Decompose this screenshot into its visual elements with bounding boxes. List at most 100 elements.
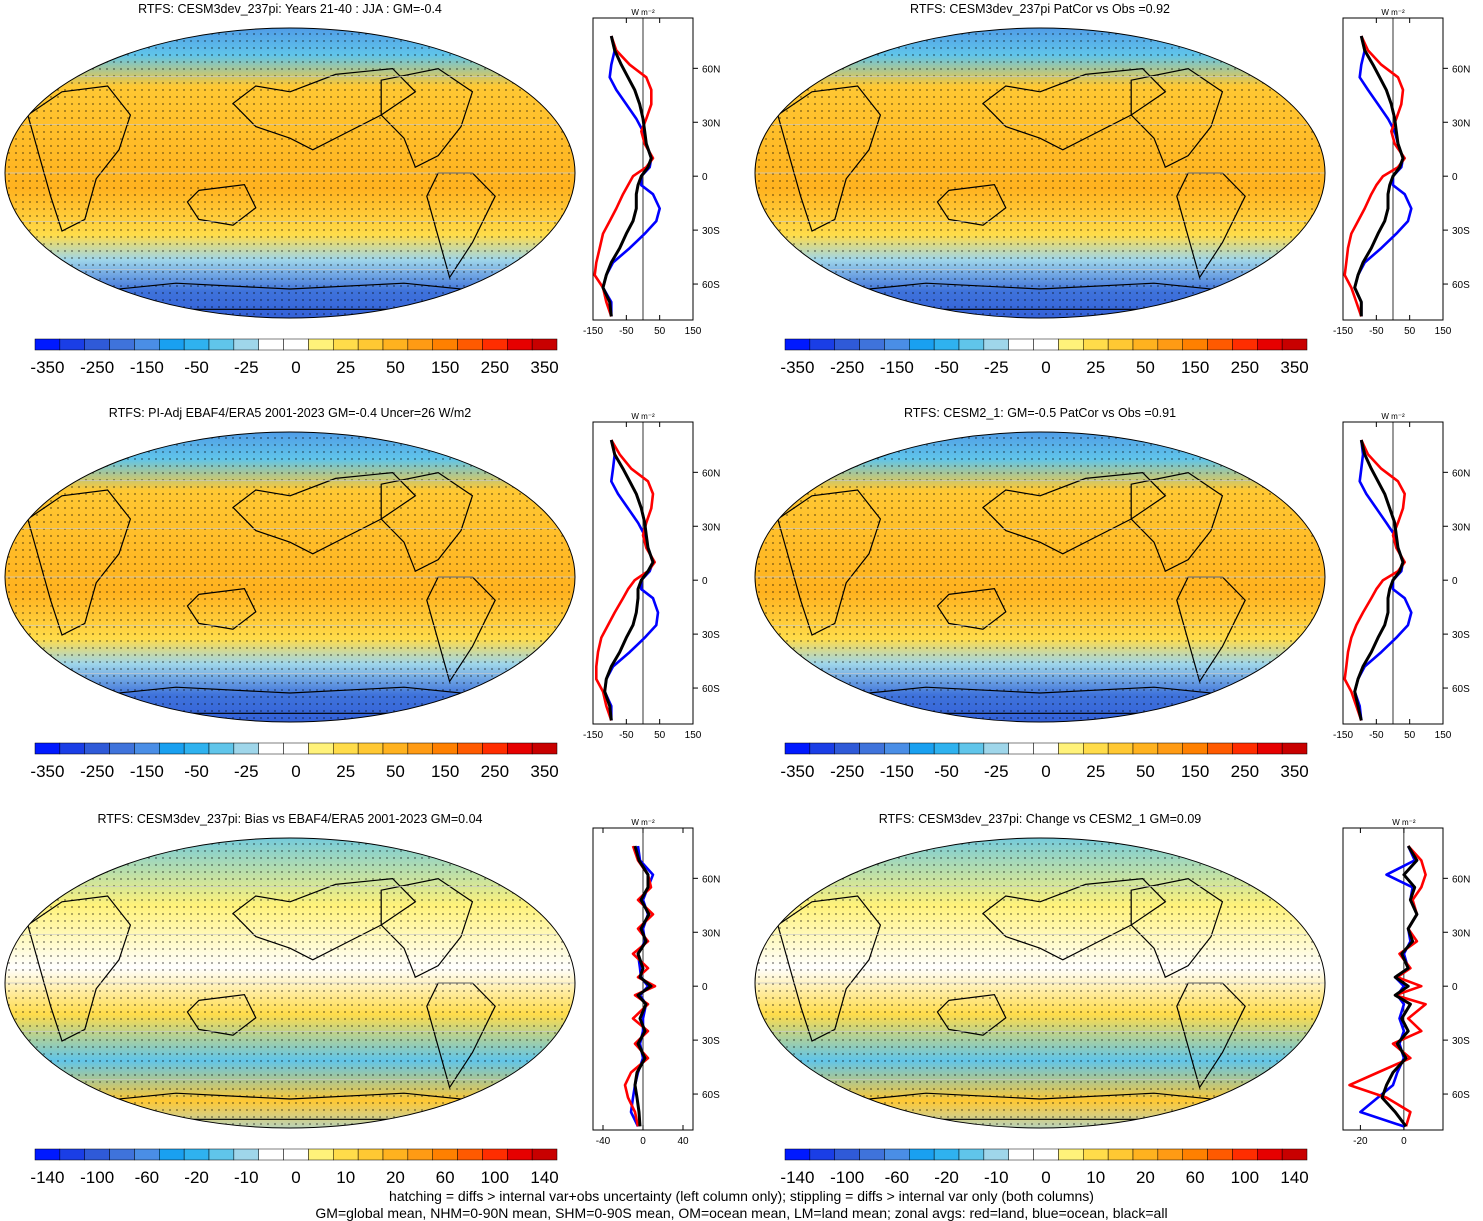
map-field	[5, 838, 575, 1128]
panel-middle-left: RTFS: PI-Adj EBAF4/ERA5 2001-2023 GM=-0.…	[4, 406, 720, 781]
colorbar-label: 25	[1086, 358, 1105, 377]
panel-title: RTFS: CESM3dev_237pi: Bias vs EBAF4/ERA5…	[97, 812, 482, 826]
colorbar-swatch	[357, 1148, 384, 1161]
colorbar-swatch	[1257, 338, 1283, 351]
colorbar-swatch	[233, 742, 259, 755]
colorbar-swatch	[482, 742, 508, 755]
colorbar-swatch	[1132, 1148, 1159, 1161]
colorbar-swatch	[1107, 1148, 1134, 1161]
colorbar-label: -150	[880, 358, 914, 377]
lat-tick-label: 0	[702, 982, 708, 993]
colorbar-swatch	[1232, 1148, 1258, 1161]
colorbar-swatch	[34, 742, 61, 755]
colorbar-label: 10	[1086, 1168, 1105, 1187]
panel-title: RTFS: CESM3dev_237pi PatCor vs Obs =0.92	[910, 2, 1170, 16]
colorbar-swatch	[909, 742, 935, 755]
colorbar-swatch	[34, 338, 61, 351]
colorbar-label: -350	[30, 762, 64, 781]
x-tick-label: -150	[583, 730, 603, 741]
colorbar-swatch	[1008, 1148, 1034, 1161]
colorbar-label: 350	[530, 358, 558, 377]
colorbar-swatch	[1182, 338, 1208, 351]
panel-top-right: RTFS: CESM3dev_237pi PatCor vs Obs =0.92…	[754, 2, 1470, 377]
colorbar-swatch	[183, 338, 210, 351]
colorbar-swatch	[809, 1148, 835, 1161]
colorbar-label: -140	[30, 1168, 64, 1187]
colorbar-swatch	[258, 1148, 284, 1161]
zonal-mean-plot: W m⁻² 60N 30N 0 30S 60S -150 -50 50 150	[1333, 8, 1470, 337]
colorbar-swatch	[333, 1148, 359, 1161]
x-tick-label: 150	[685, 326, 702, 337]
colorbar-label: 50	[1136, 762, 1155, 781]
colorbar-swatch	[1257, 742, 1283, 755]
panel-title: RTFS: CESM2_1: GM=-0.5 PatCor vs Obs =0.…	[904, 406, 1176, 420]
lat-tick-label: 30S	[1452, 630, 1470, 641]
zonal-all-line	[1353, 439, 1405, 721]
colorbar-swatch	[1083, 338, 1109, 351]
colorbar-label: 350	[530, 762, 558, 781]
colorbar-swatch	[407, 742, 433, 755]
x-tick-label: -50	[1369, 326, 1384, 337]
colorbar-swatch	[531, 742, 558, 755]
colorbar-label: -25	[234, 358, 259, 377]
colorbar-label: -350	[780, 762, 814, 781]
colorbar-label: 20	[386, 1168, 405, 1187]
colorbar-label: 350	[1280, 358, 1308, 377]
colorbar-swatch	[834, 338, 860, 351]
colorbar-label: 50	[386, 358, 405, 377]
colorbar-label: 50	[1136, 358, 1155, 377]
colorbar-label: -100	[80, 1168, 114, 1187]
colorbar-label: 150	[1181, 762, 1209, 781]
colorbar-swatch	[1281, 742, 1308, 755]
footer-line-2: GM=global mean, NHM=0-90N mean, SHM=0-90…	[315, 1205, 1168, 1221]
zonal-all-line	[1353, 35, 1405, 317]
units-label: W m⁻²	[631, 8, 655, 17]
lat-tick-label: 30N	[1452, 928, 1470, 939]
colorbar-label: -50	[184, 762, 209, 781]
colorbar-swatch	[1058, 742, 1084, 755]
colorbar-label: 250	[481, 358, 509, 377]
units-label: W m⁻²	[1381, 412, 1405, 421]
colorbar-label: 250	[481, 762, 509, 781]
colorbar-swatch	[784, 742, 811, 755]
colorbar-swatch	[308, 338, 334, 351]
lat-tick-label: 30N	[702, 118, 720, 129]
colorbar-label: -20	[934, 1168, 959, 1187]
colorbar-swatch	[258, 338, 284, 351]
colorbar-label: 60	[1186, 1168, 1205, 1187]
colorbar-swatch	[84, 1148, 110, 1161]
x-tick-label: 40	[677, 1136, 689, 1147]
colorbar-label: -150	[130, 358, 164, 377]
colorbar-swatch	[983, 1148, 1009, 1161]
colorbar-swatch	[59, 338, 85, 351]
colorbar-label: -50	[934, 762, 959, 781]
colorbar-swatch	[432, 1148, 458, 1161]
colorbar-label: -250	[830, 358, 864, 377]
lat-tick-label: 60N	[702, 468, 720, 479]
lat-tick-label: 60S	[702, 684, 720, 695]
x-tick-label: 150	[1435, 326, 1452, 337]
panel-bottom-right: RTFS: CESM3dev_237pi: Change vs CESM2_1 …	[754, 812, 1470, 1187]
zonal-mean-plot: W m⁻² 60N 30N 0 30S 60S -150 -50 50 150	[583, 412, 720, 741]
colorbar-swatch	[531, 1148, 558, 1161]
colorbar-label: 100	[1231, 1168, 1259, 1187]
zonal-land-line	[593, 35, 655, 317]
colorbar-swatch	[834, 1148, 860, 1161]
lat-tick-label: 30N	[702, 928, 720, 939]
x-tick-label: -20	[1353, 1136, 1368, 1147]
colorbar-label: -25	[234, 762, 259, 781]
colorbar-label: 60	[436, 1168, 455, 1187]
panel-bottom-left: RTFS: CESM3dev_237pi: Bias vs EBAF4/ERA5…	[4, 812, 720, 1187]
colorbar-swatch	[183, 742, 210, 755]
colorbar-label: -50	[184, 358, 209, 377]
zonal-land-line	[1343, 439, 1406, 721]
colorbar-swatch	[1008, 338, 1034, 351]
colorbar-label: 50	[386, 762, 405, 781]
colorbar-swatch	[958, 338, 985, 351]
x-tick-label: -150	[1333, 326, 1353, 337]
units-label: W m⁻²	[631, 818, 655, 827]
colorbar-swatch	[809, 742, 835, 755]
colorbar-label: 100	[481, 1168, 509, 1187]
colorbar-label: 25	[1086, 762, 1105, 781]
map-field	[755, 432, 1325, 722]
